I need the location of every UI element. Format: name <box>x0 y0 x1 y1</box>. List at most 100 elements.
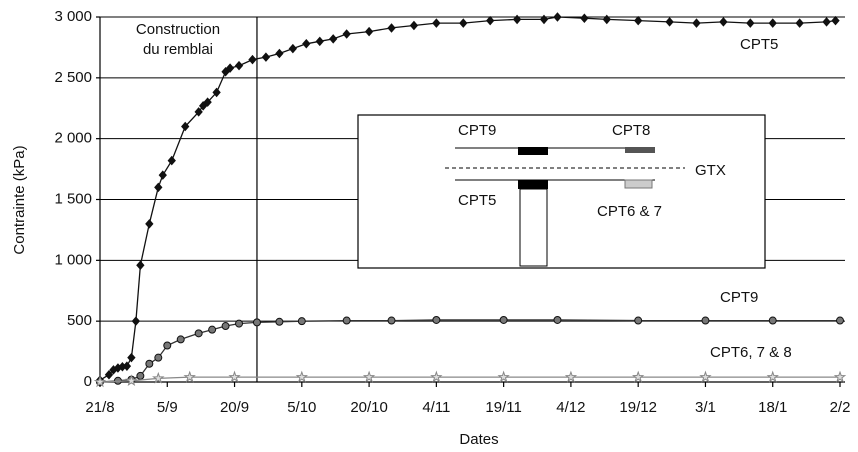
annotation: du remblai <box>143 41 213 58</box>
y-tick-label: 500 <box>67 312 92 329</box>
point <box>692 18 701 28</box>
point <box>167 155 176 166</box>
point <box>553 315 562 324</box>
point <box>275 317 284 326</box>
x-tick-label: 20/10 <box>350 399 388 416</box>
x-tick-label: 2/2 <box>830 399 851 416</box>
point <box>602 14 611 25</box>
point <box>459 18 468 28</box>
annotation: Construction <box>136 21 220 38</box>
point <box>234 60 244 71</box>
series-label: CPT5 <box>740 36 778 53</box>
point <box>499 315 508 324</box>
point <box>302 39 311 49</box>
y-tick-label: 3 000 <box>54 8 92 25</box>
x-tick-label: 4/11 <box>422 399 450 416</box>
inset-label: CPT9 <box>458 122 496 139</box>
inset-label: CPT5 <box>458 192 496 209</box>
point <box>248 54 257 65</box>
point <box>746 18 755 28</box>
point <box>221 322 230 331</box>
point <box>176 335 185 344</box>
point <box>194 329 203 338</box>
inset-frame <box>357 114 766 269</box>
point <box>432 315 441 324</box>
point <box>364 26 374 37</box>
point <box>831 15 840 26</box>
point <box>122 361 132 371</box>
point <box>297 317 306 326</box>
point <box>158 170 167 180</box>
point <box>387 23 396 33</box>
point <box>432 18 441 28</box>
point <box>486 15 495 26</box>
inset-sensor <box>625 147 655 153</box>
inset: CPT9 CPT8 GTX CPT5 CPT6 & 7 <box>357 114 766 269</box>
point <box>181 121 190 132</box>
point <box>701 316 710 325</box>
point <box>163 341 172 350</box>
point <box>836 316 844 325</box>
y-tick-label: 2 500 <box>54 69 92 86</box>
point <box>136 371 145 380</box>
point <box>315 36 324 47</box>
point <box>125 374 138 387</box>
x-tick-label: 19/12 <box>619 399 657 416</box>
x-tick-label: 19/11 <box>485 399 521 416</box>
point <box>631 370 645 383</box>
point <box>145 359 154 368</box>
point <box>409 20 419 31</box>
x-tick-label: 5/9 <box>157 399 178 416</box>
y-tick-label: 1 000 <box>54 251 92 268</box>
point <box>235 319 244 328</box>
point <box>833 370 847 383</box>
point <box>699 370 712 383</box>
point <box>221 66 230 77</box>
point <box>539 14 549 25</box>
point <box>768 316 777 325</box>
point <box>198 101 208 111</box>
point <box>387 316 396 325</box>
point <box>275 48 284 59</box>
point <box>497 370 510 383</box>
point <box>228 370 241 383</box>
x-tick-label: 5/10 <box>287 399 316 416</box>
inset-label: CPT6 & 7 <box>597 203 662 220</box>
point <box>768 18 777 28</box>
point <box>104 369 114 380</box>
point <box>795 18 804 28</box>
inset-sensor <box>624 179 653 189</box>
x-tick-label: 3/1 <box>695 399 716 416</box>
point <box>145 219 154 229</box>
point <box>152 371 165 384</box>
series-label: CPT9 <box>720 289 758 306</box>
inset-label: CPT8 <box>612 122 650 139</box>
y-axis-title: Contrainte (kPa) <box>11 145 28 254</box>
point <box>580 13 589 23</box>
inset-sensor <box>518 180 548 189</box>
point <box>430 370 443 383</box>
point <box>154 353 163 362</box>
point <box>295 370 309 383</box>
inset-column <box>519 188 548 267</box>
point <box>194 107 203 117</box>
point <box>154 182 163 193</box>
x-tick-label: 4/12 <box>556 399 585 416</box>
inset-label: GTX <box>695 162 726 179</box>
series-label: CPT6, 7 & 8 <box>710 344 792 361</box>
point <box>136 260 145 270</box>
point <box>665 17 674 27</box>
point <box>822 17 831 27</box>
series-line <box>99 376 840 383</box>
y-tick-label: 2 000 <box>54 130 92 147</box>
point <box>93 375 107 388</box>
point <box>212 87 221 98</box>
point <box>634 15 643 26</box>
inset-sensor <box>518 147 548 155</box>
point <box>183 370 196 383</box>
plot-area: 0 500 1 000 1 500 2 000 2 500 3 000 21/8 5/9 20/9… <box>54 8 850 416</box>
point <box>553 12 562 22</box>
point <box>329 34 338 44</box>
point <box>131 316 141 326</box>
